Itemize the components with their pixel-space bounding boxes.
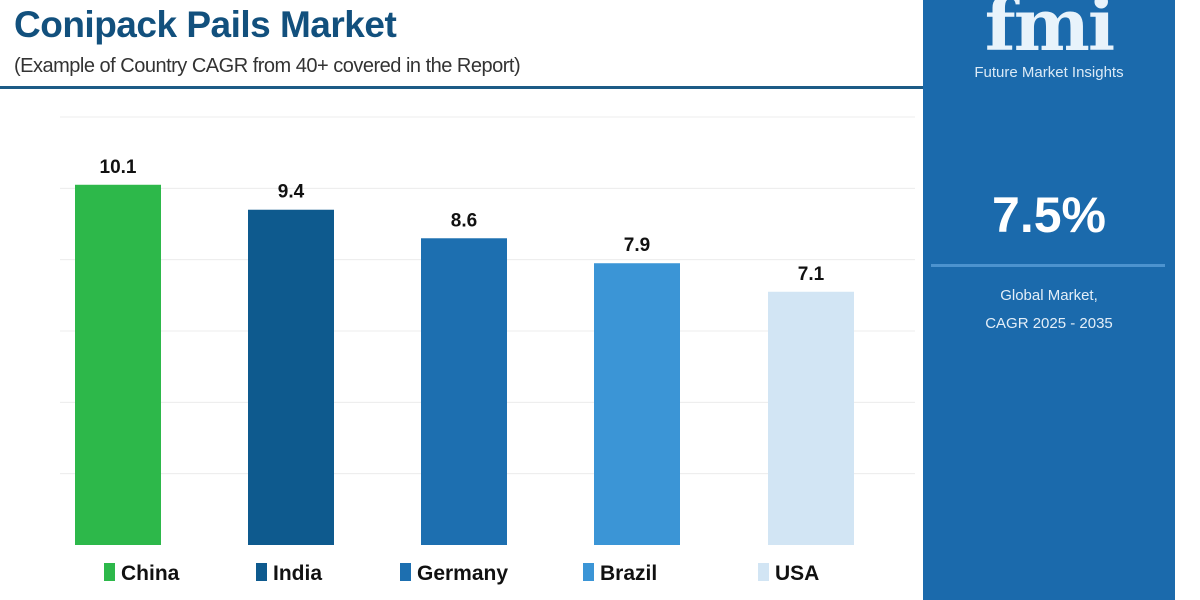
legend-label-brazil: Brazil: [600, 562, 657, 585]
bar-germany: [421, 238, 507, 545]
legend-swatch: [758, 563, 769, 581]
legend-swatch: [256, 563, 267, 581]
legend-swatch: [104, 563, 115, 581]
bar-usa: [768, 291, 854, 545]
data-label: 10.1: [100, 157, 137, 178]
bar-india: [248, 209, 334, 545]
bar-brazil: [594, 263, 680, 545]
title-divider: [0, 86, 923, 89]
data-label: 8.6: [451, 210, 477, 231]
global-cagr-value: 7.5%: [992, 187, 1106, 243]
legend-label-usa: USA: [775, 562, 819, 585]
caption-line1: Global Market,: [1000, 287, 1098, 304]
data-label: 7.9: [624, 235, 650, 256]
legend-label-china: China: [121, 562, 180, 585]
legend-label-germany: Germany: [417, 562, 508, 585]
bar-china: [75, 184, 161, 545]
logo-subtitle: Future Market Insights: [974, 64, 1124, 81]
chart-title: Conipack Pails Market: [14, 4, 397, 45]
summary-panel: fmi Future Market Insights 7.5% Global M…: [923, 0, 1175, 600]
panel-divider: [931, 264, 1165, 267]
data-label: 9.4: [278, 182, 305, 203]
data-label: 7.1: [798, 264, 825, 285]
legend-swatch: [583, 563, 594, 581]
legend-swatch: [400, 563, 411, 581]
legend-label-india: India: [273, 562, 322, 585]
chart-subtitle: (Example of Country CAGR from 40+ covere…: [14, 55, 521, 77]
bar-chart: 10.1 China 9.4 India 8.6 Germany 7.9 Brazil 7.1 U…: [60, 116, 915, 585]
fmi-logo: fmi: [984, 0, 1116, 67]
caption-line2: CAGR 2025 - 2035: [985, 315, 1113, 332]
